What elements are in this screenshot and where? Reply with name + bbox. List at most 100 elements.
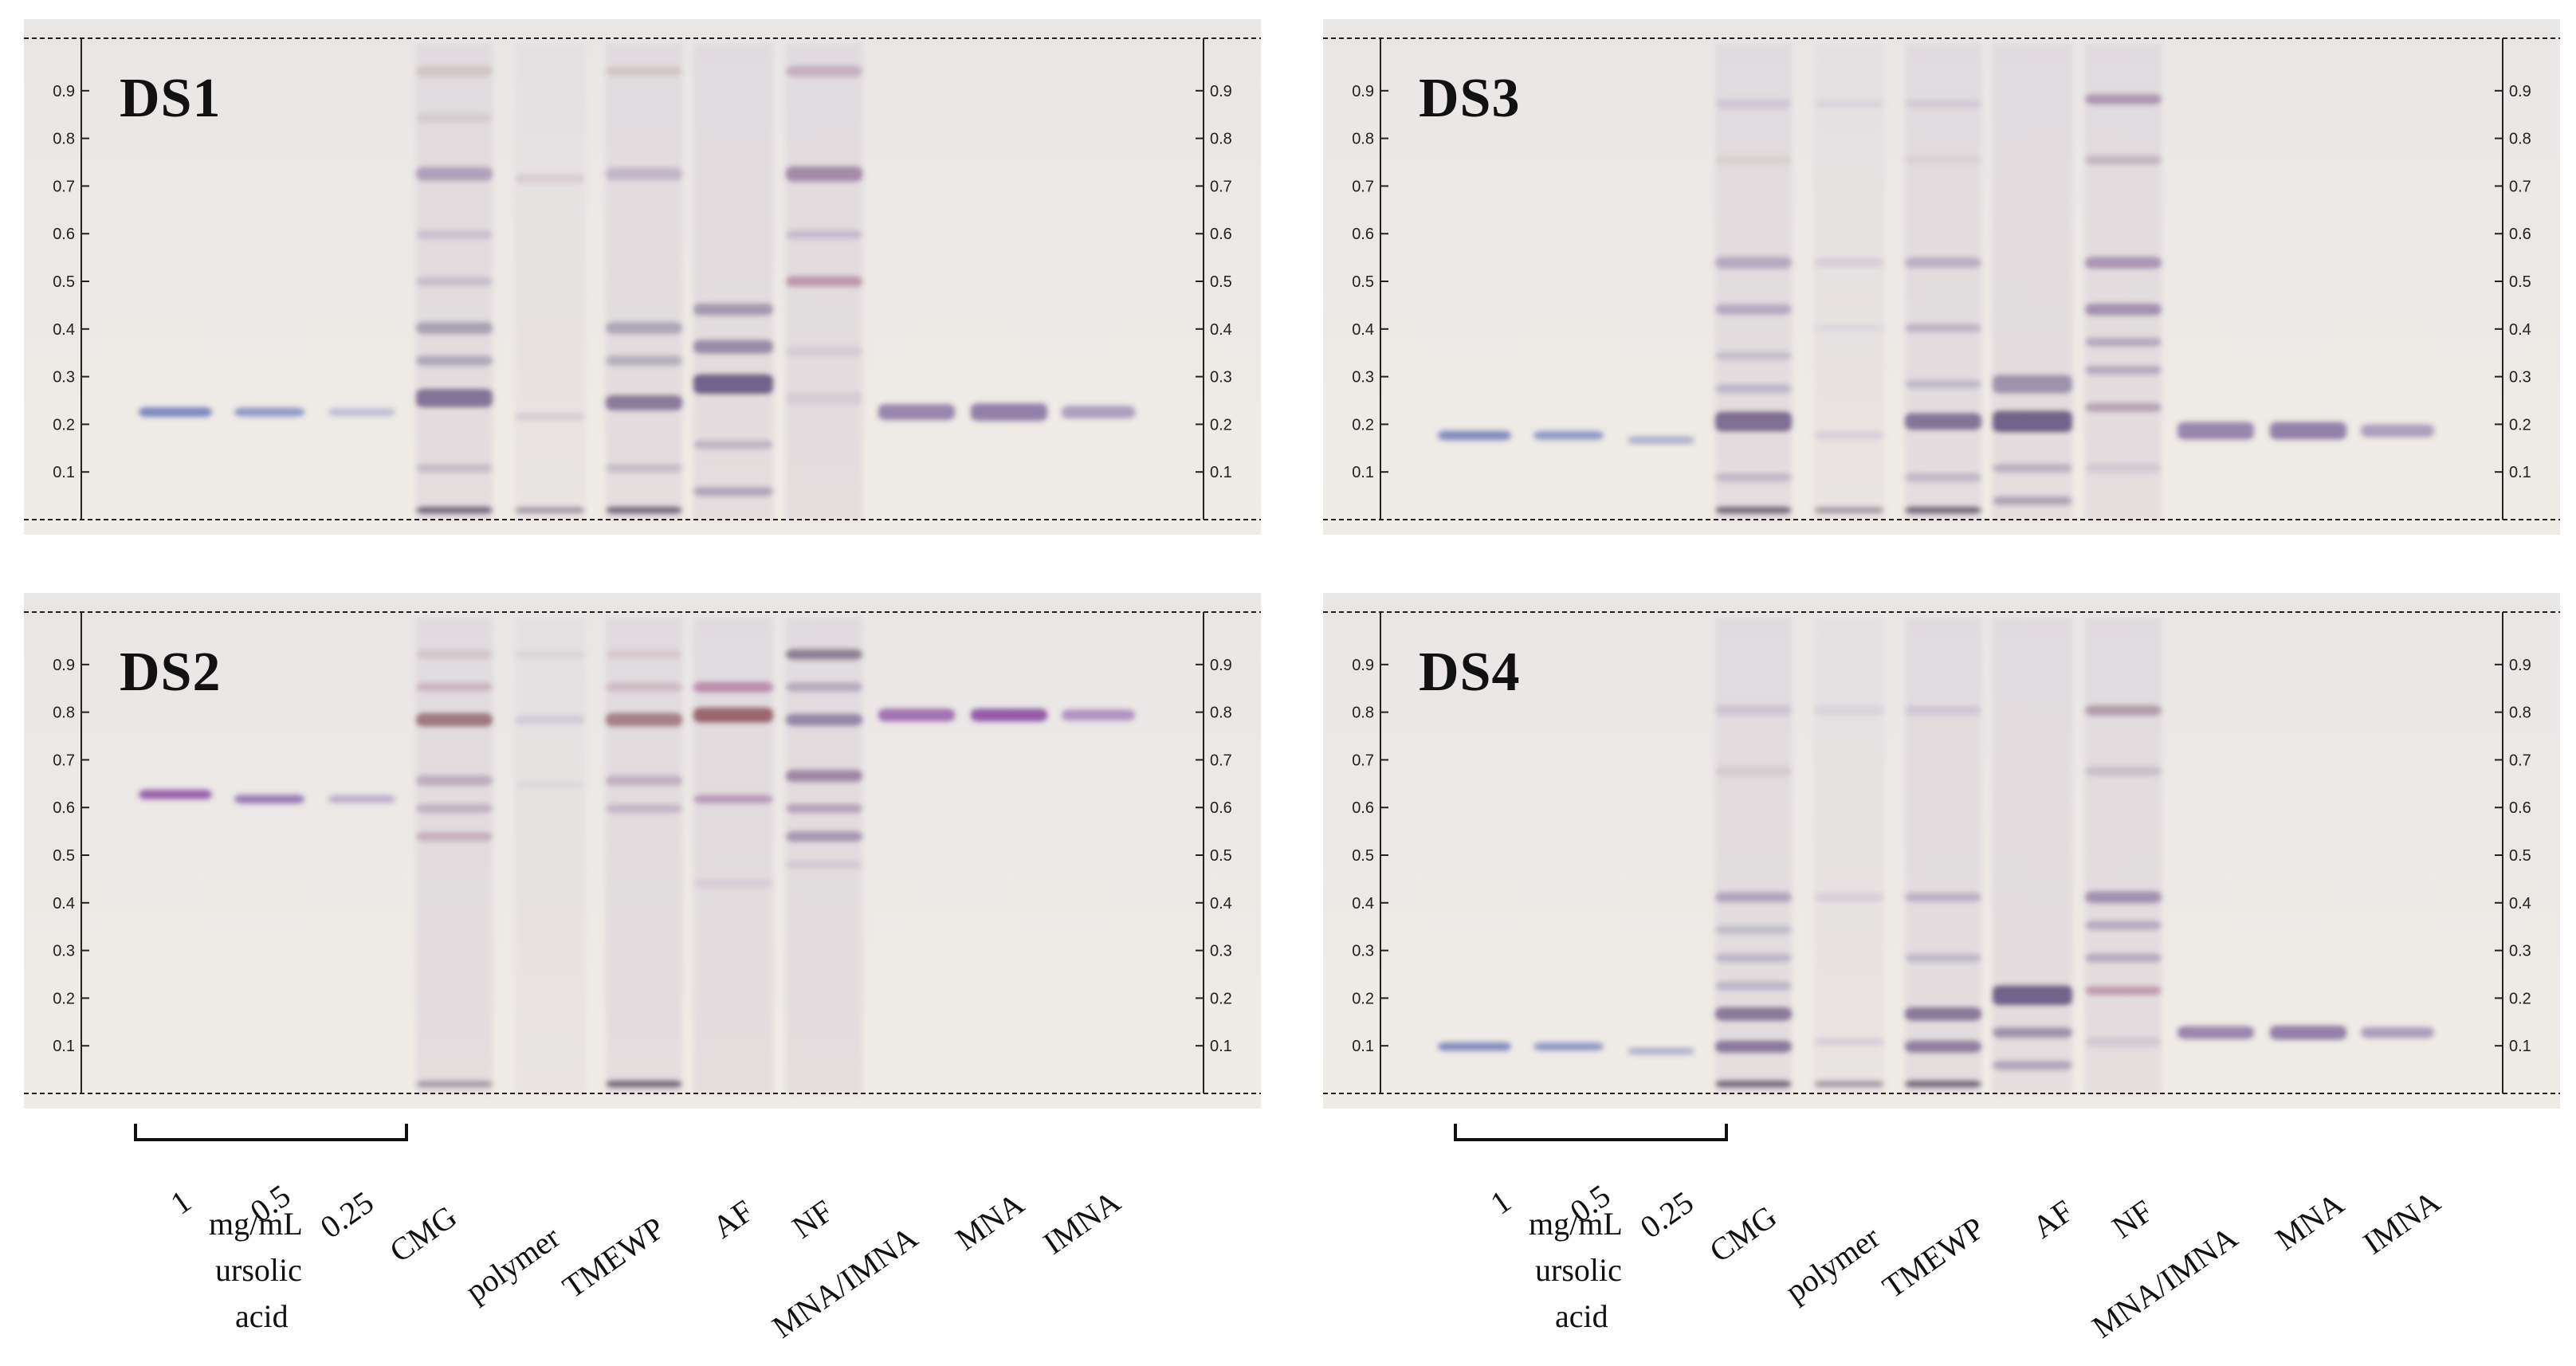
band — [1905, 155, 1981, 164]
band — [2085, 365, 2162, 375]
rf-tick-label-left: 0.3 — [53, 369, 75, 387]
band — [416, 113, 493, 124]
lane-streak — [1814, 43, 1884, 520]
band — [515, 412, 585, 421]
band — [1062, 406, 1135, 419]
band — [1715, 256, 1792, 269]
rf-tick-label-right: 0.3 — [2509, 943, 2531, 960]
lane-streak — [1715, 617, 1792, 1093]
band — [1905, 892, 1981, 902]
band — [1715, 1040, 1792, 1054]
rf-tick-label-left: 0.7 — [1352, 178, 1374, 195]
rf-tick-label-left: 0.4 — [53, 321, 75, 339]
band — [606, 167, 682, 181]
lane-streak — [1993, 43, 2072, 520]
band — [416, 650, 493, 660]
plate-ds1: 0.9 0.9 0.8 0.8 0.7 0.7 0.6 0.6 0.5 0.5 0.4 0.4 0.3 0… — [24, 19, 1261, 535]
band — [1993, 1026, 2072, 1038]
rf-tick-label-left: 0.8 — [1352, 705, 1374, 722]
band — [2085, 256, 2162, 269]
band — [1905, 323, 1981, 333]
lane-streak — [606, 617, 682, 1093]
band — [693, 373, 773, 394]
lane-streak — [606, 43, 682, 520]
band — [693, 794, 773, 804]
rf-tick-label-right: 0.7 — [2509, 752, 2531, 769]
band — [1715, 99, 1792, 109]
rf-tick-label-left: 0.8 — [1352, 131, 1374, 148]
plate-ds3-title: DS3 — [1419, 68, 1521, 129]
lane-label-mna-imna: MNA/IMNA — [2085, 1219, 2244, 1345]
band — [606, 650, 682, 660]
band — [786, 166, 862, 183]
rf-tick-label-left: 0.4 — [1352, 895, 1374, 913]
band — [1814, 257, 1884, 268]
band — [1715, 766, 1792, 776]
band — [2270, 422, 2346, 440]
band — [416, 321, 493, 335]
band — [1905, 506, 1981, 515]
band — [878, 709, 955, 722]
lane-label-polymer: polymer — [458, 1219, 567, 1309]
band — [2361, 424, 2434, 438]
band — [1438, 430, 1511, 441]
lane-label-conc-0.25: 0.25 — [313, 1183, 380, 1246]
band — [2270, 1025, 2346, 1040]
plate-ds2-title: DS2 — [120, 642, 222, 703]
standard-label-line2: acid — [1555, 1298, 1608, 1334]
standard-label-line2: acid — [235, 1298, 289, 1334]
rf-tick-label-left: 0.1 — [53, 464, 75, 481]
lane-label-mna: MNA — [948, 1185, 1031, 1258]
band — [1533, 430, 1604, 440]
rf-tick-label-right: 0.9 — [1210, 657, 1232, 674]
rf-tick-label-right: 0.3 — [1210, 369, 1232, 387]
rf-tick-label-right: 0.9 — [1210, 83, 1232, 100]
band — [139, 407, 212, 418]
rf-tick-label-left: 0.2 — [53, 416, 75, 434]
lane-streak — [1814, 617, 1884, 1093]
band — [786, 276, 862, 288]
band — [328, 408, 395, 417]
rf-tick-label-left: 0.5 — [1352, 847, 1374, 865]
rf-tick-label-right: 0.2 — [1210, 416, 1232, 434]
lane-label-conc-1: 1 — [163, 1183, 198, 1222]
rf-tick-label-left: 0.6 — [53, 799, 75, 817]
band — [2085, 952, 2162, 963]
band — [2085, 463, 2162, 473]
band — [1628, 436, 1694, 445]
rf-tick-label-left: 0.2 — [1352, 990, 1374, 1007]
band — [1715, 981, 1792, 991]
band — [786, 769, 862, 783]
rf-tick-label-right: 0.1 — [2509, 1038, 2531, 1055]
band — [416, 230, 493, 240]
plate-lanes — [139, 617, 1135, 1093]
band — [693, 681, 773, 693]
band — [1715, 155, 1792, 165]
band — [1905, 412, 1981, 430]
rf-tick-label-left: 0.1 — [53, 1038, 75, 1055]
band — [606, 506, 682, 515]
band — [1905, 473, 1981, 483]
band — [1628, 1047, 1694, 1055]
rf-tick-label-right: 0.1 — [1210, 1038, 1232, 1055]
band — [2085, 1037, 2162, 1047]
band — [606, 712, 682, 728]
rf-tick-label-right: 0.4 — [2509, 895, 2531, 913]
standard-label-line1: ursolic — [215, 1252, 302, 1288]
band — [1814, 705, 1884, 716]
rf-tick-label-left: 0.9 — [53, 83, 75, 100]
band — [416, 388, 493, 408]
standard-bracket — [1454, 1124, 1728, 1141]
rf-tick-label-left: 0.7 — [1352, 752, 1374, 769]
lane-label-tmewp: TMEWP — [556, 1209, 671, 1305]
band — [416, 1080, 493, 1088]
band — [1905, 1080, 1981, 1089]
rf-tick-label-right: 0.4 — [2509, 321, 2531, 339]
rf-tick-label-right: 0.6 — [2509, 799, 2531, 817]
band — [606, 463, 682, 473]
rf-tick-label-left: 0.3 — [53, 943, 75, 960]
band — [416, 712, 493, 728]
band — [786, 649, 862, 661]
rf-tick-label-left: 0.9 — [53, 657, 75, 674]
lane-label-nf: NF — [785, 1192, 840, 1246]
